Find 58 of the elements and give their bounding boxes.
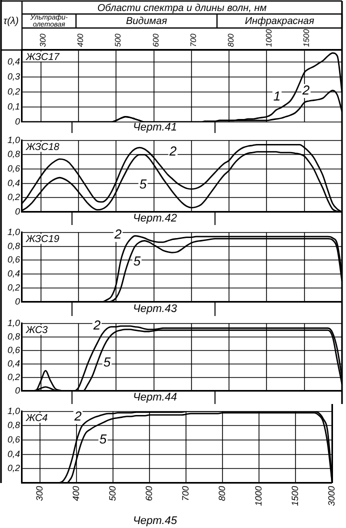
text: Черт.44: [133, 392, 177, 404]
y-tick-label: 0: [14, 116, 20, 126]
y-tick-label: 0,2: [7, 192, 20, 202]
y-tick-label: 0,2: [7, 463, 20, 474]
y-tick-label: 1,0: [7, 318, 20, 328]
series-label: 2: [168, 144, 178, 159]
series-label: 2: [73, 408, 82, 424]
y-tick-label: 0,6: [7, 344, 20, 355]
y-tick-label: 0,1: [7, 102, 20, 112]
y-tick-label: 0,2: [7, 372, 20, 382]
y-tick-label: 0,4: [7, 268, 20, 279]
y-tick-label: 0: [14, 296, 20, 306]
x-tick-label: 300: [34, 486, 45, 502]
y-tick-label: 0,8: [7, 331, 20, 342]
x-tick-label: 1000: [254, 486, 264, 506]
series-label: 2: [113, 226, 122, 242]
series-label: 5: [99, 432, 108, 447]
x-tick-label: 500: [108, 486, 118, 502]
y-tick-label: 0,6: [7, 434, 20, 445]
chart-title: ЖЗС18: [25, 142, 60, 154]
y-tick-label: 0,4: [7, 56, 20, 66]
chart-title: ЖС3: [25, 325, 48, 336]
y-tick-label: 1,0: [7, 134, 20, 145]
text: Черт.43: [133, 303, 178, 316]
y-tick-label: 0,4: [7, 448, 20, 459]
chart-title: ЖС4: [25, 413, 48, 424]
y-axis-title: τ(λ): [3, 16, 19, 27]
y-tick-label: 0,6: [7, 254, 20, 265]
series-label: 2: [92, 318, 102, 333]
series-label: 2: [301, 82, 310, 98]
y-tick-label: 0,3: [7, 72, 20, 82]
series-label: 5: [139, 176, 148, 192]
y-tick-label: 0,8: [7, 240, 20, 251]
y-tick-label: 1,0: [7, 406, 20, 416]
y-tick-label: 0: [14, 206, 20, 216]
series-label: 5: [133, 254, 142, 269]
y-tick-label: 0,8: [7, 420, 20, 430]
x-tick-label: 3000: [326, 486, 337, 506]
chart-title: ЖЗС17: [25, 52, 60, 63]
x-tick-label: 700: [180, 486, 191, 502]
y-tick-label: 0,2: [7, 282, 20, 293]
y-tick-label: 0,6: [7, 164, 20, 174]
text: Черт.42: [133, 212, 177, 225]
y-tick-label: 0,2: [7, 86, 20, 96]
y-tick-label: 0: [14, 386, 20, 396]
series-label: 5: [103, 354, 112, 370]
text: Черт.45: [133, 515, 178, 528]
y-tick-label: 1,0: [7, 226, 20, 237]
y-tick-label: 0,4: [7, 358, 20, 368]
annotation: Черт.41: [133, 122, 177, 134]
series-label: 1: [273, 88, 281, 104]
x-tick-label: 600: [144, 486, 154, 502]
y-tick-label: 0,8: [7, 149, 20, 160]
x-tick-label: 1500: [290, 486, 300, 506]
chart-title: ЖЗС19: [25, 234, 60, 246]
y-tick-label: 0,4: [7, 178, 20, 188]
x-tick-label: 400: [71, 486, 82, 502]
x-tick-label: 800: [217, 486, 228, 502]
